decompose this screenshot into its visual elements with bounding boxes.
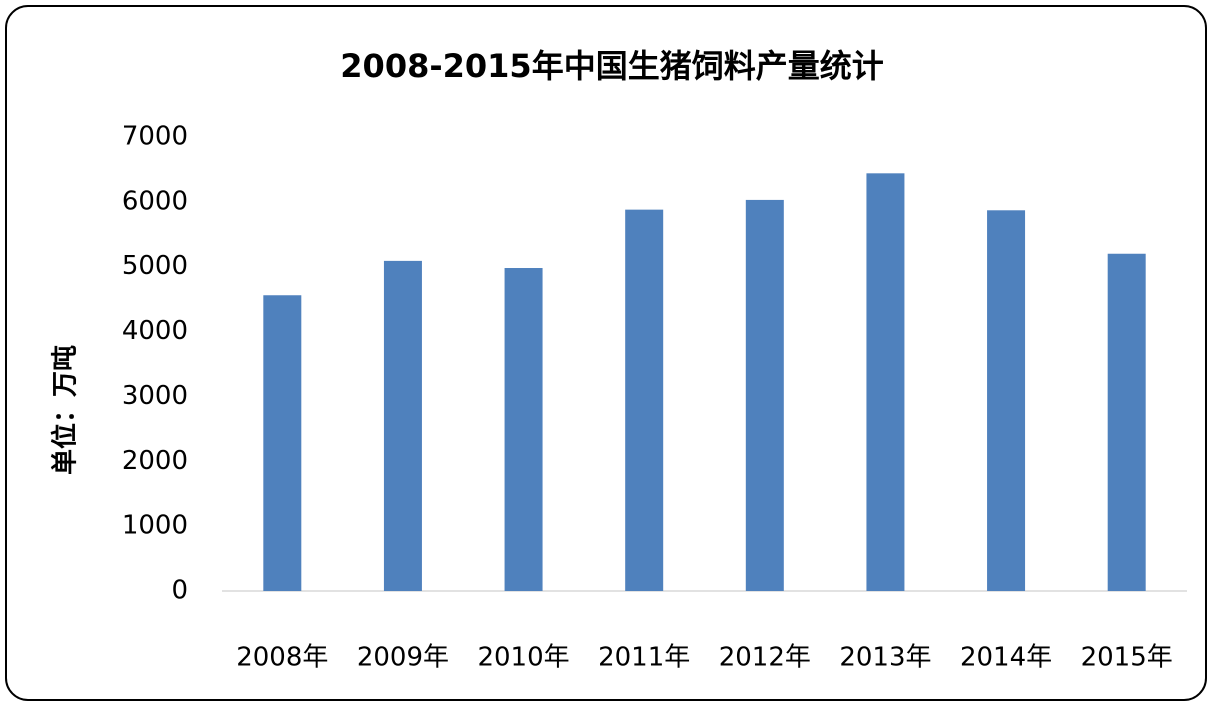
y-tick-label: 6000 bbox=[122, 186, 188, 216]
x-tick-label: 2012年 bbox=[719, 643, 811, 673]
y-axis-label: 单位：万吨 bbox=[50, 345, 81, 475]
y-tick-label: 4000 bbox=[122, 316, 188, 346]
bar bbox=[745, 199, 784, 591]
y-tick-label: 0 bbox=[171, 576, 188, 606]
bar bbox=[987, 210, 1026, 591]
x-tick-label: 2008年 bbox=[236, 643, 328, 673]
x-tick-label: 2011年 bbox=[598, 643, 690, 673]
y-tick-label: 3000 bbox=[122, 381, 188, 411]
x-tick-label: 2009年 bbox=[357, 643, 449, 673]
x-tick-label: 2013年 bbox=[839, 643, 931, 673]
x-tick-label: 2014年 bbox=[960, 643, 1052, 673]
y-tick-label: 1000 bbox=[122, 511, 188, 541]
bar bbox=[263, 295, 302, 591]
y-tick-label: 5000 bbox=[122, 251, 188, 281]
y-tick-label: 7000 bbox=[122, 122, 188, 152]
bar bbox=[625, 209, 664, 591]
bar bbox=[504, 268, 543, 591]
y-tick-label: 2000 bbox=[122, 446, 188, 476]
chart-title: 2008-2015年中国生猪饲料产量统计 bbox=[340, 47, 883, 85]
x-tick-label: 2010年 bbox=[477, 643, 569, 673]
bar bbox=[866, 173, 905, 591]
bar bbox=[383, 260, 422, 591]
chart-border bbox=[5, 5, 1207, 701]
bar bbox=[1107, 253, 1146, 591]
x-tick-label: 2015年 bbox=[1081, 643, 1173, 673]
